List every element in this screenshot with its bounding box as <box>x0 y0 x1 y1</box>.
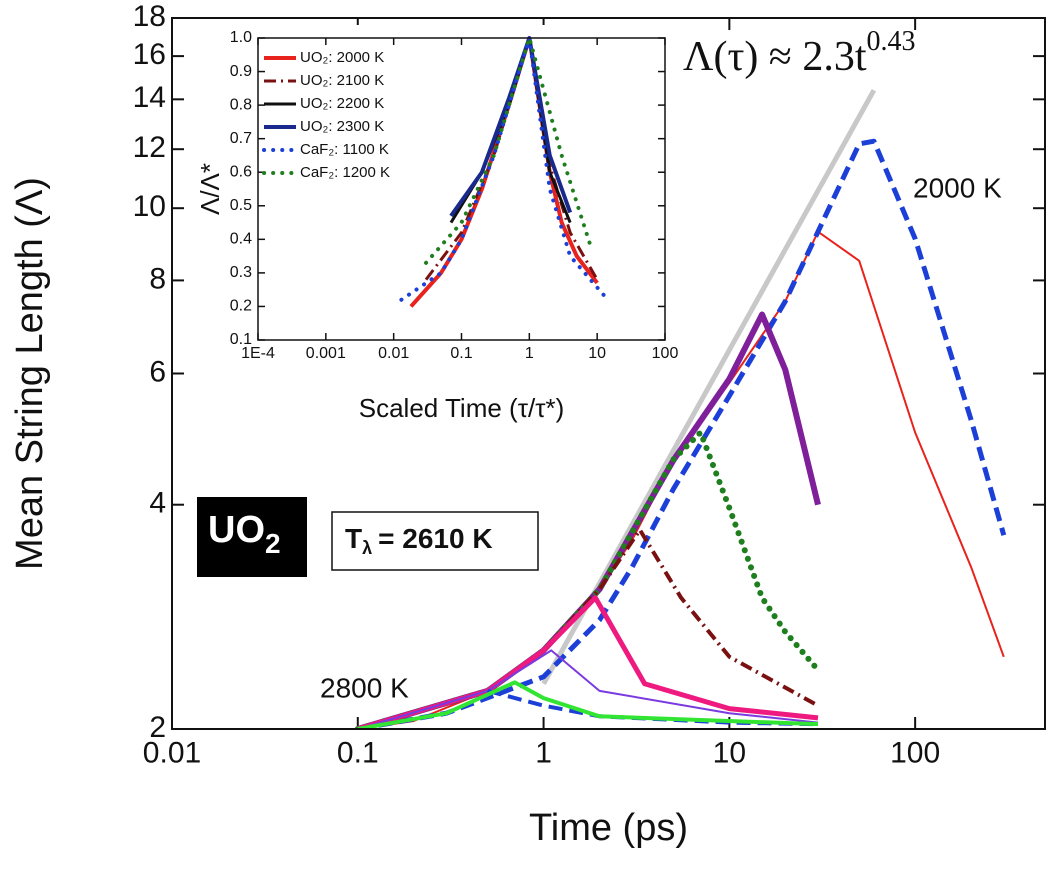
y-tick-label: 0.4 <box>230 231 252 248</box>
y-tick-label: 0.6 <box>230 163 252 180</box>
y-tick-label: 0.1 <box>230 331 252 348</box>
material-box <box>197 497 307 577</box>
x-tick-label: 0.01 <box>143 736 201 769</box>
legend-label: UO₂: 2000 K <box>300 49 384 66</box>
y-tick-label: 1.0 <box>230 29 252 46</box>
temperature-text: = 2610 K <box>378 523 492 554</box>
y-tick-label: 0.8 <box>230 96 252 113</box>
x-tick-label: 1E-4 <box>241 345 275 362</box>
y-tick-label: 0.5 <box>230 197 252 214</box>
y-tick-label: 0.9 <box>230 63 252 80</box>
fit-label: Λ(τ) ≈ 2.3t0.43 <box>683 26 916 79</box>
annotation: 2000 K <box>913 172 1002 203</box>
legend-label: UO₂: 2100 K <box>300 72 384 89</box>
x-axis-label: Scaled Time (τ/τ*) <box>359 393 565 423</box>
x-tick-label: 1 <box>525 345 534 362</box>
x-tick-label: 10 <box>713 736 746 769</box>
y-axis-label: Λ/Λ* <box>195 163 225 215</box>
x-tick-label: 0.01 <box>378 345 409 362</box>
y-tick-label: 0.7 <box>230 130 252 147</box>
x-tick-label: 0.1 <box>450 345 472 362</box>
temperature-subscript: λ <box>362 538 372 558</box>
axes-frame <box>171 17 1046 730</box>
y-tick-label: 10 <box>133 190 166 223</box>
legend-label: CaF₂: 1100 K <box>300 141 389 158</box>
x-tick-label: 100 <box>652 345 679 362</box>
y-tick-label: 12 <box>133 131 166 164</box>
y-tick-label: 6 <box>149 355 166 388</box>
legend-label: UO₂: 2200 K <box>300 95 384 112</box>
temperature-label: Tλ = 2610 K <box>345 523 493 557</box>
y-tick-label: 18 <box>133 0 166 33</box>
series-line <box>357 649 819 729</box>
material-text: UO <box>208 509 265 551</box>
temperature-symbol: T <box>345 523 362 554</box>
legend-label: CaF₂: 1200 K <box>300 164 390 181</box>
y-axis-label: Mean String Length (Λ) <box>9 177 51 570</box>
temperature-box <box>331 511 539 571</box>
x-tick-label: 0.1 <box>337 736 379 769</box>
x-axis-label: Time (ps) <box>529 807 688 849</box>
y-tick-label: 0.2 <box>230 298 252 315</box>
fit-exponent: 0.43 <box>867 26 916 57</box>
material-subscript: 2 <box>265 528 281 559</box>
y-tick-label: 14 <box>133 81 166 114</box>
y-tick-label: 8 <box>149 262 166 295</box>
y-tick-label: 2 <box>149 711 166 744</box>
x-tick-label: 10 <box>588 345 606 362</box>
x-tick-label: 1 <box>535 736 552 769</box>
series-line <box>357 680 819 729</box>
annotation: 2800 K <box>320 672 409 703</box>
plot-lines <box>354 88 1007 729</box>
axes-frame <box>257 37 666 341</box>
material-label: UO2 <box>208 509 281 559</box>
x-tick-label: 100 <box>890 736 940 769</box>
y-tick-label: 16 <box>133 38 166 71</box>
x-tick-label: 0.001 <box>306 345 346 362</box>
fit-text: Λ(τ) ≈ 2.3t <box>683 34 867 80</box>
series-line <box>424 36 593 265</box>
legend-label: UO₂: 2300 K <box>300 118 384 135</box>
y-tick-label: 0.3 <box>230 264 252 281</box>
y-tick-label: 4 <box>149 487 166 520</box>
series-line <box>354 429 821 729</box>
